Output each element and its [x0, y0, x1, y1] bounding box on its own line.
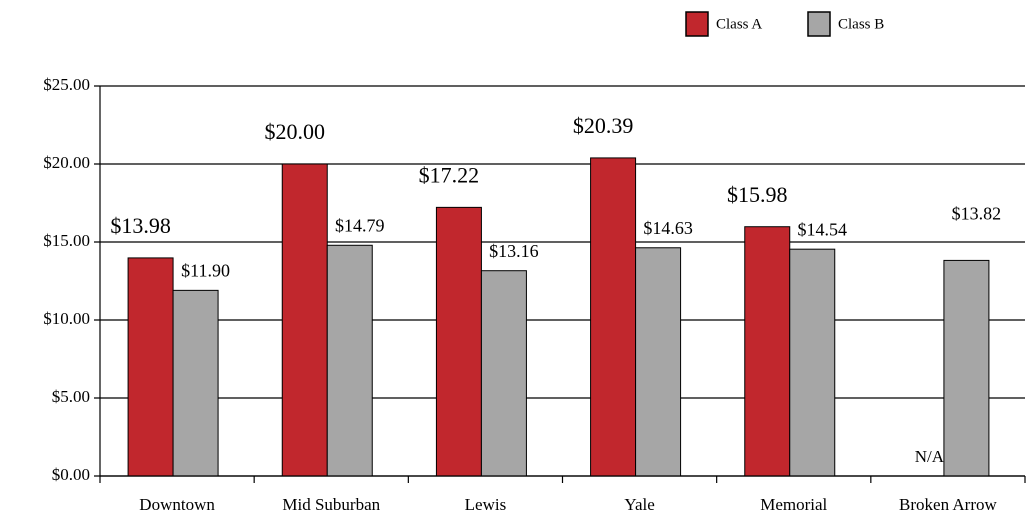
value-label: $13.82	[952, 204, 1002, 224]
value-label: $11.90	[181, 260, 230, 280]
value-label: $13.98	[110, 213, 171, 238]
legend-label: Class A	[716, 16, 762, 32]
y-tick-label: $5.00	[52, 387, 90, 406]
value-label: $17.22	[419, 162, 480, 187]
y-tick-label: $15.00	[43, 231, 90, 250]
bar	[127, 257, 174, 477]
value-label: $15.98	[727, 182, 788, 207]
y-tick-label: $25.00	[43, 75, 90, 94]
x-tick-label: Broken Arrow	[899, 495, 997, 514]
value-label: $14.54	[798, 219, 848, 239]
bar	[172, 289, 219, 477]
bar	[281, 163, 328, 477]
bar	[943, 259, 990, 477]
value-label: $20.39	[573, 113, 634, 138]
bar	[326, 244, 373, 477]
bar	[480, 270, 527, 477]
x-tick-label: Yale	[624, 495, 654, 514]
value-label: $14.79	[335, 215, 385, 235]
bar	[435, 206, 482, 477]
value-label: N/A	[915, 447, 945, 466]
bar	[789, 248, 836, 477]
bar	[590, 157, 637, 477]
x-tick-label: Mid Suburban	[282, 495, 380, 514]
legend-swatch	[807, 11, 831, 37]
y-tick-label: $20.00	[43, 153, 90, 172]
value-label: $14.63	[643, 218, 693, 238]
x-tick-label: Downtown	[139, 495, 215, 514]
legend-swatch	[685, 11, 709, 37]
bar	[744, 226, 791, 477]
x-tick-label: Memorial	[760, 495, 827, 514]
value-label: $13.16	[489, 241, 539, 261]
value-label: $20.00	[265, 119, 326, 144]
bar	[635, 247, 682, 477]
y-tick-label: $0.00	[52, 465, 90, 484]
y-tick-label: $10.00	[43, 309, 90, 328]
x-tick-label: Lewis	[465, 495, 507, 514]
legend-label: Class B	[838, 16, 884, 32]
